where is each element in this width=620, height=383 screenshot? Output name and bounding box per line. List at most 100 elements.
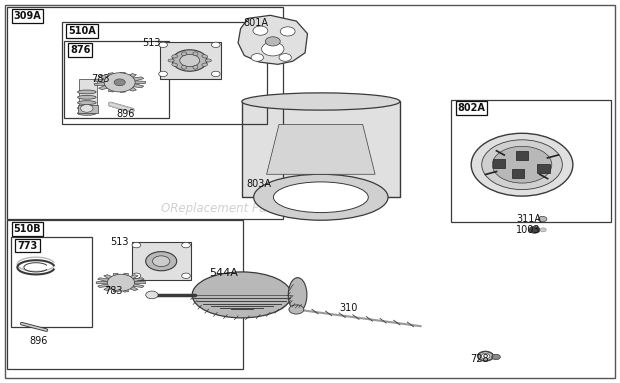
Polygon shape: [113, 273, 121, 278]
Text: 1003: 1003: [516, 225, 541, 235]
Ellipse shape: [202, 55, 208, 58]
Text: 311A: 311A: [516, 214, 541, 224]
Polygon shape: [267, 124, 375, 174]
Circle shape: [146, 291, 158, 299]
Ellipse shape: [168, 59, 174, 62]
Circle shape: [172, 50, 207, 71]
Circle shape: [477, 351, 494, 361]
Circle shape: [262, 42, 284, 56]
Circle shape: [180, 54, 200, 67]
Bar: [11, 237, 92, 327]
Ellipse shape: [242, 93, 400, 110]
Bar: [62, 22, 267, 124]
Circle shape: [251, 54, 264, 61]
Polygon shape: [238, 15, 308, 64]
Bar: [451, 100, 611, 222]
Circle shape: [114, 79, 125, 86]
Text: 802A: 802A: [458, 103, 485, 113]
Polygon shape: [121, 273, 128, 278]
Text: 801A: 801A: [244, 18, 268, 28]
Polygon shape: [126, 275, 138, 280]
Ellipse shape: [78, 106, 96, 110]
Ellipse shape: [193, 65, 198, 69]
Ellipse shape: [78, 111, 96, 115]
Polygon shape: [108, 73, 118, 77]
Ellipse shape: [193, 52, 198, 56]
Circle shape: [132, 242, 141, 248]
Circle shape: [104, 73, 135, 92]
Polygon shape: [113, 287, 121, 292]
Text: 513: 513: [110, 237, 129, 247]
Circle shape: [492, 146, 552, 183]
Polygon shape: [99, 85, 111, 90]
Circle shape: [81, 105, 93, 112]
Polygon shape: [104, 286, 115, 291]
Polygon shape: [117, 88, 125, 92]
Polygon shape: [98, 278, 110, 282]
Polygon shape: [94, 79, 106, 82]
Polygon shape: [131, 83, 144, 88]
Circle shape: [529, 226, 540, 233]
Polygon shape: [134, 282, 146, 284]
Text: 310: 310: [340, 303, 358, 313]
Ellipse shape: [254, 174, 388, 220]
Ellipse shape: [182, 65, 187, 69]
Polygon shape: [104, 275, 115, 280]
Circle shape: [279, 54, 291, 61]
Circle shape: [107, 274, 135, 291]
Bar: [132, 242, 191, 280]
Text: 803A: 803A: [246, 179, 271, 189]
Text: 896: 896: [30, 336, 48, 345]
Polygon shape: [131, 77, 144, 81]
Circle shape: [540, 228, 546, 232]
Bar: [537, 164, 549, 173]
Text: 783: 783: [91, 74, 110, 84]
Ellipse shape: [288, 278, 307, 312]
Circle shape: [182, 273, 190, 278]
Polygon shape: [131, 278, 144, 282]
Bar: [516, 151, 528, 160]
Text: 510A: 510A: [68, 26, 96, 36]
Ellipse shape: [182, 52, 187, 56]
Circle shape: [492, 354, 500, 360]
Ellipse shape: [172, 55, 177, 58]
Polygon shape: [94, 82, 106, 86]
Bar: [79, 79, 97, 107]
Circle shape: [289, 305, 304, 314]
Polygon shape: [125, 86, 136, 91]
Circle shape: [153, 256, 170, 267]
Polygon shape: [96, 282, 108, 284]
Text: 876: 876: [70, 45, 91, 55]
Ellipse shape: [172, 63, 177, 66]
Text: 896: 896: [116, 109, 135, 119]
Circle shape: [280, 27, 295, 36]
Text: 728: 728: [470, 354, 489, 364]
Polygon shape: [126, 286, 138, 291]
Bar: [7, 220, 243, 369]
Polygon shape: [121, 287, 128, 292]
Polygon shape: [98, 284, 110, 288]
Bar: [512, 169, 524, 178]
Bar: [493, 159, 505, 168]
Polygon shape: [99, 75, 111, 80]
Circle shape: [471, 133, 573, 196]
Text: 783: 783: [104, 286, 123, 296]
Text: 544A: 544A: [209, 268, 238, 278]
Circle shape: [146, 252, 177, 271]
Circle shape: [159, 42, 167, 47]
Polygon shape: [125, 74, 136, 79]
Circle shape: [482, 140, 562, 190]
Circle shape: [481, 354, 490, 359]
Bar: [78, 105, 98, 113]
Ellipse shape: [205, 59, 211, 62]
Ellipse shape: [202, 63, 208, 66]
Ellipse shape: [78, 101, 96, 105]
Ellipse shape: [192, 272, 291, 318]
Circle shape: [182, 242, 190, 248]
Text: 309A: 309A: [14, 11, 42, 21]
Text: 513: 513: [143, 38, 161, 47]
Bar: [7, 7, 283, 219]
Ellipse shape: [273, 182, 368, 213]
Text: 773: 773: [17, 241, 38, 250]
Polygon shape: [131, 284, 144, 288]
